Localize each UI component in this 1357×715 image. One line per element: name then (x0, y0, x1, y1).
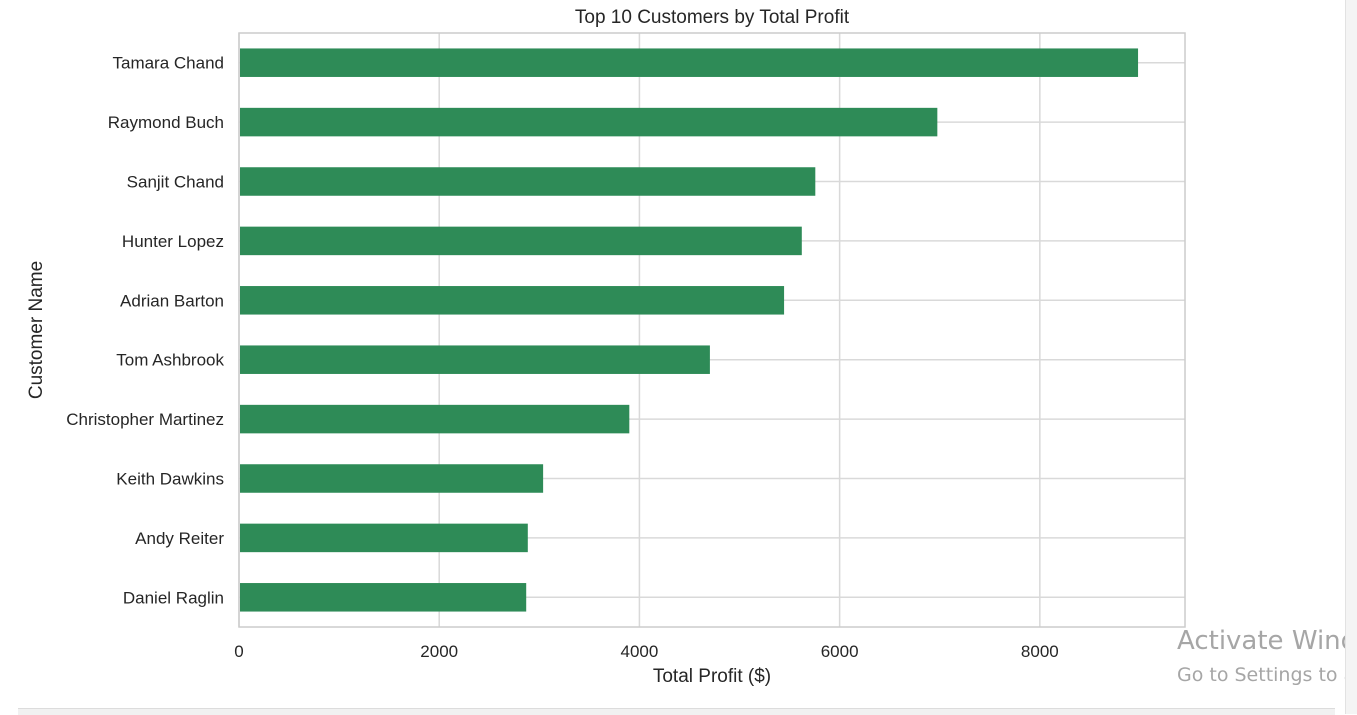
bars (240, 48, 1139, 612)
bar (240, 583, 527, 612)
x-tick-labels: 0 2000 4000 6000 8000 (234, 642, 1058, 661)
bar (240, 286, 785, 315)
bar (240, 523, 528, 553)
y-tick-label: Hunter Lopez (122, 232, 224, 251)
y-tick-label: Adrian Barton (120, 291, 224, 310)
bar (240, 167, 816, 196)
y-tick-label: Keith Dawkins (116, 470, 224, 489)
vertical-scrollbar[interactable] (1345, 0, 1357, 714)
y-tick-label: Christopher Martinez (66, 410, 224, 429)
bar (240, 226, 802, 256)
bar (240, 48, 1139, 77)
bar (240, 107, 938, 137)
activation-watermark-title: Activate Wind (1177, 626, 1357, 656)
bar (240, 464, 544, 493)
y-tick-label: Tamara Chand (112, 54, 224, 73)
y-tick-label: Raymond Buch (108, 113, 224, 132)
x-tick-label: 8000 (1021, 642, 1059, 661)
bar (240, 345, 710, 374)
bar (240, 404, 630, 434)
plot-frame (238, 32, 1186, 628)
x-tick-label: 6000 (821, 642, 859, 661)
activation-watermark-subtitle: Go to Settings to a (1177, 664, 1356, 686)
chart-title: Top 10 Customers by Total Profit (575, 7, 850, 28)
x-tick-label: 0 (234, 642, 243, 661)
y-tick-label: Sanjit Chand (127, 173, 224, 192)
y-tick-label: Andy Reiter (135, 529, 224, 548)
x-axis-label: Total Profit ($) (653, 666, 771, 687)
x-tick-label: 4000 (621, 642, 659, 661)
y-axis-label: Customer Name (26, 261, 47, 399)
bottom-panel-edge (18, 708, 1335, 715)
x-tick-label: 2000 (420, 642, 458, 661)
y-tick-label: Tom Ashbrook (116, 351, 224, 370)
y-tick-labels: Tamara Chand Raymond Buch Sanjit Chand Hunt… (66, 54, 224, 608)
y-tick-label: Daniel Raglin (123, 588, 224, 607)
